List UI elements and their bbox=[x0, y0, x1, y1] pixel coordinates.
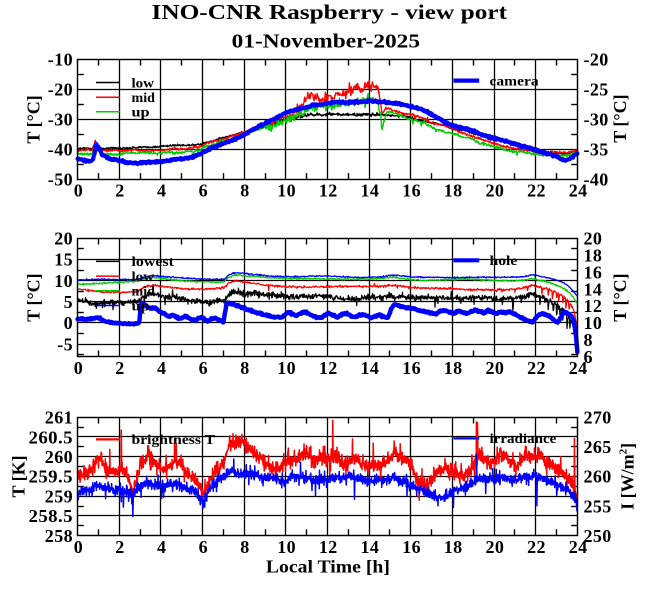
svg-text:260: 260 bbox=[45, 447, 73, 467]
svg-text:14: 14 bbox=[584, 279, 603, 299]
svg-text:20: 20 bbox=[485, 181, 504, 201]
svg-text:258: 258 bbox=[45, 526, 73, 546]
svg-text:-20: -20 bbox=[584, 50, 609, 70]
svg-text:12: 12 bbox=[584, 296, 603, 316]
svg-text:10: 10 bbox=[277, 537, 296, 557]
svg-text:8: 8 bbox=[240, 537, 249, 557]
svg-text:I [W/m2]: I [W/m2] bbox=[618, 443, 638, 510]
svg-text:12: 12 bbox=[319, 181, 338, 201]
svg-text:up: up bbox=[132, 106, 150, 121]
svg-text:22: 22 bbox=[527, 358, 546, 378]
svg-text:-35: -35 bbox=[584, 140, 609, 160]
svg-text:24: 24 bbox=[569, 537, 588, 557]
svg-text:260.5: 260.5 bbox=[29, 427, 74, 447]
svg-text:22: 22 bbox=[527, 181, 546, 201]
svg-text:12: 12 bbox=[319, 537, 338, 557]
svg-text:16: 16 bbox=[584, 262, 603, 282]
svg-text:up: up bbox=[132, 299, 150, 314]
svg-text:low: low bbox=[132, 270, 155, 285]
svg-text:2: 2 bbox=[115, 537, 124, 557]
svg-text:255: 255 bbox=[584, 496, 612, 516]
svg-text:mid: mid bbox=[132, 91, 156, 106]
svg-text:T [°C]: T [°C] bbox=[24, 273, 44, 321]
svg-text:16: 16 bbox=[402, 181, 421, 201]
svg-text:20: 20 bbox=[54, 229, 73, 249]
svg-text:T [°C]: T [°C] bbox=[24, 95, 44, 143]
svg-text:10: 10 bbox=[584, 313, 603, 333]
svg-text:INO-CNR Raspberry - view port: INO-CNR Raspberry - view port bbox=[152, 0, 508, 24]
svg-text:22: 22 bbox=[527, 537, 546, 557]
svg-text:0: 0 bbox=[74, 358, 83, 378]
svg-text:lowest: lowest bbox=[132, 255, 175, 270]
svg-text:258.5: 258.5 bbox=[29, 506, 74, 526]
svg-text:12: 12 bbox=[319, 358, 338, 378]
svg-text:10: 10 bbox=[277, 181, 296, 201]
svg-text:-50: -50 bbox=[48, 170, 73, 190]
svg-text:camera: camera bbox=[490, 74, 539, 89]
svg-text:6: 6 bbox=[199, 358, 208, 378]
svg-text:6: 6 bbox=[199, 181, 208, 201]
svg-text:0: 0 bbox=[74, 537, 83, 557]
svg-text:6: 6 bbox=[199, 537, 208, 557]
svg-text:18: 18 bbox=[444, 181, 463, 201]
svg-text:14: 14 bbox=[360, 358, 379, 378]
svg-text:270: 270 bbox=[584, 408, 612, 428]
svg-text:18: 18 bbox=[444, 537, 463, 557]
svg-text:20: 20 bbox=[485, 537, 504, 557]
svg-text:18: 18 bbox=[584, 246, 603, 266]
svg-text:6: 6 bbox=[584, 347, 593, 367]
svg-text:20: 20 bbox=[584, 229, 603, 249]
svg-text:2: 2 bbox=[115, 181, 124, 201]
svg-text:T [°C]: T [°C] bbox=[610, 273, 630, 321]
svg-text:0: 0 bbox=[74, 181, 83, 201]
svg-text:-20: -20 bbox=[48, 80, 73, 100]
svg-text:259.5: 259.5 bbox=[29, 467, 74, 487]
svg-text:4: 4 bbox=[157, 537, 166, 557]
svg-text:8: 8 bbox=[584, 330, 593, 350]
svg-text:hole: hole bbox=[490, 254, 518, 269]
svg-text:14: 14 bbox=[360, 181, 379, 201]
svg-text:8: 8 bbox=[240, 181, 249, 201]
svg-text:mid: mid bbox=[132, 285, 156, 300]
svg-text:01-November-2025: 01-November-2025 bbox=[232, 32, 421, 53]
svg-text:irradiance: irradiance bbox=[490, 432, 557, 447]
svg-text:24: 24 bbox=[569, 181, 588, 201]
svg-text:265: 265 bbox=[584, 437, 612, 457]
svg-text:24: 24 bbox=[569, 358, 588, 378]
svg-text:-5: -5 bbox=[57, 334, 73, 354]
svg-text:-25: -25 bbox=[584, 80, 609, 100]
svg-text:0: 0 bbox=[64, 313, 73, 333]
svg-text:259: 259 bbox=[45, 486, 73, 506]
svg-text:low: low bbox=[132, 76, 155, 91]
svg-text:18: 18 bbox=[444, 358, 463, 378]
svg-text:2: 2 bbox=[115, 358, 124, 378]
svg-text:16: 16 bbox=[402, 537, 421, 557]
svg-text:T [K]: T [K] bbox=[9, 455, 29, 497]
svg-text:4: 4 bbox=[157, 358, 166, 378]
svg-text:brightness T: brightness T bbox=[132, 433, 216, 448]
svg-text:10: 10 bbox=[277, 358, 296, 378]
svg-text:4: 4 bbox=[157, 181, 166, 201]
svg-text:20: 20 bbox=[485, 358, 504, 378]
svg-text:-10: -10 bbox=[48, 50, 73, 70]
svg-text:14: 14 bbox=[360, 537, 379, 557]
svg-text:260: 260 bbox=[584, 467, 612, 487]
svg-text:-30: -30 bbox=[48, 110, 73, 130]
svg-text:250: 250 bbox=[584, 526, 612, 546]
svg-text:T [°C]: T [°C] bbox=[610, 94, 630, 142]
svg-text:8: 8 bbox=[240, 358, 249, 378]
svg-text:-40: -40 bbox=[584, 170, 609, 190]
svg-text:16: 16 bbox=[402, 358, 421, 378]
svg-text:5: 5 bbox=[64, 292, 73, 312]
svg-text:Local Time [h]: Local Time [h] bbox=[266, 556, 390, 576]
svg-text:261: 261 bbox=[45, 408, 73, 428]
svg-text:-30: -30 bbox=[584, 110, 609, 130]
svg-text:-40: -40 bbox=[48, 140, 73, 160]
svg-text:10: 10 bbox=[54, 271, 73, 291]
svg-text:15: 15 bbox=[54, 250, 73, 270]
